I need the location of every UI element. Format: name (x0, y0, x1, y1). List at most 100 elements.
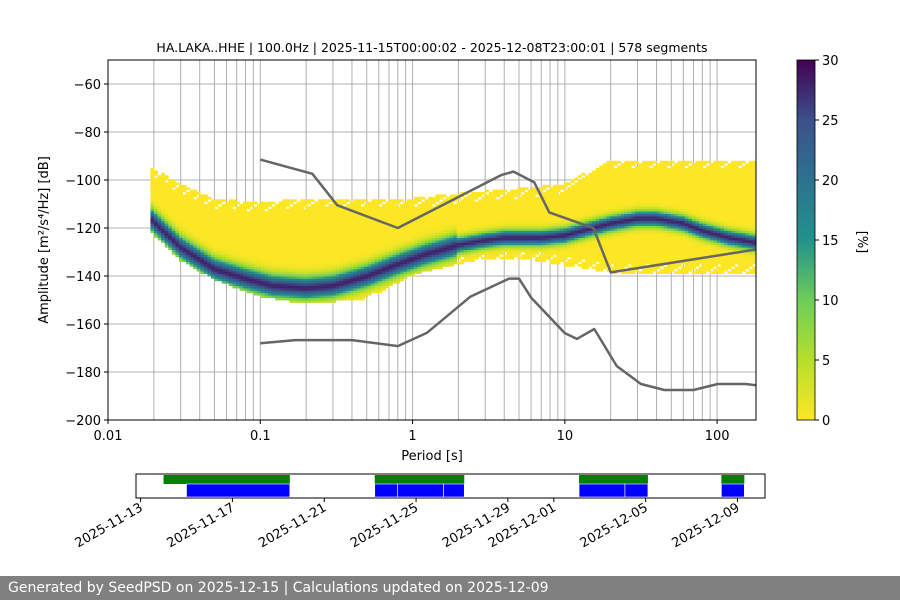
pdf-cell (154, 218, 158, 222)
pdf-cell (321, 225, 326, 229)
pdf-cell (154, 223, 158, 226)
pdf-cell (556, 223, 561, 226)
pdf-cell (211, 249, 215, 253)
pdf-cell (186, 254, 191, 258)
pdf-cell (289, 264, 294, 267)
pdf-cell (542, 240, 547, 243)
pdf-cell (324, 228, 329, 231)
pdf-cell (289, 280, 294, 284)
pdf-cell (289, 216, 294, 219)
pdf-cell (414, 199, 419, 202)
pdf-cell (371, 242, 376, 246)
pdf-cell (403, 271, 408, 274)
pdf-cell (449, 244, 454, 248)
pdf-cell (453, 232, 458, 236)
pdf-cell (214, 256, 219, 260)
pdf-cell (296, 232, 301, 236)
pdf-cell (243, 228, 248, 231)
pdf-cell (424, 204, 429, 207)
pdf-cell (267, 288, 272, 291)
pdf-cell (310, 216, 315, 219)
pdf-cell (275, 218, 280, 222)
pdf-cell (300, 211, 305, 214)
pdf-cell (178, 206, 183, 210)
pdf-cell (267, 292, 272, 296)
pdf-cell (371, 240, 376, 243)
pdf-cell (221, 271, 226, 274)
pdf-cell (381, 208, 386, 212)
pdf-cell (463, 247, 468, 250)
pdf-cell (353, 261, 358, 265)
pdf-cell (556, 204, 561, 207)
pdf-cell (257, 271, 262, 274)
pdf-cell (371, 290, 376, 294)
pdf-cell (228, 266, 233, 270)
pdf-cell (193, 237, 198, 241)
pdf-cell (385, 252, 390, 255)
pdf-cell (157, 216, 162, 219)
pdf-cell (613, 163, 618, 166)
pdf-cell (339, 216, 344, 219)
pdf-cell (321, 247, 326, 250)
pdf-cell (232, 280, 237, 284)
pdf-cell (200, 194, 205, 198)
pdf-cell (164, 199, 169, 202)
pdf-cell (314, 204, 319, 207)
pdf-cell (178, 184, 183, 188)
pdf-cell (360, 218, 365, 222)
pdf-cell (617, 256, 622, 260)
pdf-cell (307, 288, 312, 291)
pdf-cell (346, 211, 351, 214)
pdf-cell (506, 220, 511, 224)
pdf-cell (399, 273, 404, 277)
pdf-cell (332, 249, 337, 253)
pdf-cell (499, 235, 504, 238)
pdf-cell (577, 180, 582, 183)
pdf-cell (371, 206, 376, 210)
pdf-cell (307, 252, 312, 255)
pdf-cell (513, 216, 518, 219)
pdf-cell (513, 206, 518, 210)
pdf-cell (606, 230, 611, 234)
pdf-cell (520, 247, 525, 250)
pdf-cell (389, 249, 394, 253)
pdf-cell (556, 201, 561, 205)
pdf-cell (164, 184, 169, 188)
pdf-cell (154, 180, 158, 183)
pdf-cell (303, 256, 308, 260)
pdf-cell (228, 216, 233, 219)
pdf-cell (282, 252, 287, 255)
pdf-cell (221, 278, 226, 282)
pdf-cell (574, 256, 579, 260)
pdf-cell (606, 240, 611, 243)
pdf-cell (332, 204, 337, 207)
pdf-cell (399, 278, 404, 282)
pdf-cell (389, 252, 394, 255)
pdf-cell (154, 172, 158, 176)
pdf-cell (556, 252, 561, 255)
pdf-cell (545, 218, 550, 222)
pdf-cell (399, 247, 404, 250)
pdf-cell (535, 235, 540, 238)
pdf-cell (585, 235, 589, 238)
pdf-cell (549, 261, 554, 265)
pdf-cell (267, 204, 272, 207)
pdf-cell (378, 259, 383, 262)
pdf-cell (292, 264, 297, 267)
pdf-cell (563, 213, 568, 217)
pdf-cell (577, 218, 582, 222)
pdf-cell (221, 240, 226, 243)
pdf-cell (271, 216, 276, 219)
pdf-cell (218, 271, 223, 274)
pdf-cell (442, 230, 447, 234)
pdf-cell (624, 208, 629, 212)
pdf-cell (196, 211, 201, 214)
pdf-cell (624, 247, 629, 250)
pdf-cell (175, 182, 180, 186)
pdf-cell (592, 237, 597, 241)
pdf-cell (456, 223, 461, 226)
pdf-cell (164, 225, 169, 229)
pdf-cell (399, 218, 404, 222)
pdf-cell (324, 254, 329, 258)
pdf-cell (339, 290, 344, 294)
